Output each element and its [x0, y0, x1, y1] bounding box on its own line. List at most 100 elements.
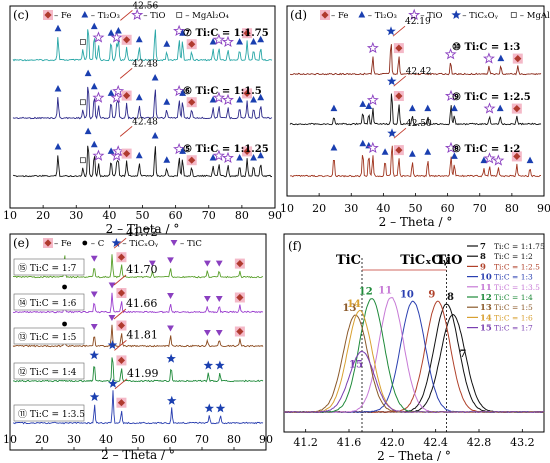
- legend-id: 7: [480, 242, 486, 252]
- legend-label: Ti:C = 1:3.5: [494, 283, 540, 292]
- peak-marker: [492, 154, 505, 166]
- legend-label: – Fe: [54, 11, 71, 21]
- peak-marker: [203, 260, 211, 267]
- peak-marker: [497, 54, 505, 62]
- panel-frame: [283, 233, 545, 433]
- peak-marker: [424, 104, 432, 112]
- peak-marker: [480, 156, 488, 164]
- legend-label: – TiO: [420, 11, 442, 21]
- legend-id: 11: [480, 283, 492, 293]
- peak-marker: [115, 27, 122, 34]
- panel-letter: (e): [13, 236, 29, 250]
- peak-marker: [451, 104, 458, 112]
- legend-label: – Ti₂O₃: [91, 11, 120, 21]
- peak-marker: [526, 156, 534, 164]
- peak-marker: [482, 52, 495, 64]
- peak-marker: [54, 143, 62, 150]
- panel-x-tick-label: 80: [505, 202, 519, 215]
- panel-x-tick-label: 40: [99, 433, 113, 446]
- legend-marker: [44, 239, 52, 247]
- annotation-arrow: [114, 340, 127, 351]
- sample-label-box: [13, 404, 85, 422]
- peak-marker: [250, 38, 257, 45]
- peak-marker: [110, 31, 123, 43]
- peak-marker: [257, 35, 265, 43]
- peak-marker: [408, 104, 416, 112]
- peak-marker: [483, 102, 496, 114]
- peak-marker: [117, 399, 126, 407]
- peak-marker: [381, 148, 389, 155]
- sample-label: ⑦ Ti:C = 1:1.75: [183, 28, 269, 39]
- x-axis-title: 2 – Theta / °: [377, 449, 451, 463]
- peak-marker: [107, 29, 115, 36]
- panel-x-tick-label: 70: [202, 209, 216, 222]
- legend-marker: [510, 12, 517, 18]
- peak-position-label: 41.70: [126, 263, 158, 276]
- peak-marker: [188, 156, 196, 164]
- panel-f-x-tick-label: 43.2: [510, 436, 535, 449]
- phase-label-tio: TiO: [437, 253, 463, 268]
- legend-marker: [170, 240, 178, 246]
- panel-f-x-tick-label: 41.6: [337, 436, 362, 449]
- peak-marker: [330, 104, 338, 112]
- peak-curve: [283, 350, 545, 413]
- panel-d: (d) – Fe – Ti₂O₃ – TiO – TiCₓOᵧ – MgAl₂O₄ 42.1…: [280, 5, 550, 229]
- peak-marker: [89, 350, 99, 360]
- peak-marker: [221, 35, 234, 48]
- sample-label: ⑩ Ti:C = 1:3: [452, 42, 520, 53]
- peak-marker: [395, 44, 403, 52]
- panel-f-x-tick-label: 42.0: [380, 436, 405, 449]
- peak-marker: [117, 321, 126, 330]
- panel-x-tick-label: 80: [235, 209, 249, 222]
- xrd-pattern: [12, 292, 264, 314]
- peak-marker: [135, 35, 143, 43]
- peak-id-label: 15: [349, 359, 363, 370]
- peak-marker: [221, 93, 234, 106]
- legend-marker: [44, 11, 52, 19]
- peak-marker: [236, 327, 244, 336]
- annotation-arrow: [393, 75, 407, 87]
- peak-marker: [90, 140, 98, 148]
- peak-id-label: 8: [447, 292, 454, 303]
- peak-marker: [167, 395, 177, 405]
- peak-marker: [117, 289, 126, 297]
- phase-label-tic: TiC: [336, 253, 361, 268]
- legend-label: Ti:C = 1:4: [494, 293, 533, 302]
- legend-label: Ti:C = 1:5: [494, 303, 533, 312]
- legend-marker: [81, 11, 89, 18]
- panel-x-tick-label: 30: [67, 433, 81, 446]
- panel-x-tick-label: 20: [36, 209, 50, 222]
- annotation-arrow: [113, 237, 127, 249]
- panel-x-tick-label: 40: [102, 209, 116, 222]
- annotation-arrow: [120, 10, 133, 21]
- legend-label: Ti:C = 1:6: [494, 313, 533, 322]
- legend-id: 10: [480, 273, 492, 283]
- peak-marker: [123, 150, 131, 158]
- peak-marker: [243, 29, 251, 37]
- peak-marker: [444, 89, 457, 102]
- peak-id-label: 9: [428, 289, 435, 300]
- peak-marker: [163, 156, 171, 163]
- peak-marker: [117, 356, 126, 364]
- panel-x-tick-label: 30: [69, 209, 83, 222]
- peak-marker: [395, 92, 403, 100]
- panel-x-tick-label: 20: [35, 433, 49, 446]
- peak-marker: [386, 26, 396, 36]
- peak-marker: [209, 38, 217, 45]
- peak-marker: [117, 253, 126, 261]
- panel-letter: (f): [288, 239, 302, 253]
- legend-id: 14: [480, 313, 492, 323]
- sample-label-box: [13, 327, 85, 345]
- legend-marker: [131, 8, 144, 21]
- xrd-pattern: [289, 93, 542, 126]
- legend-marker: [358, 11, 366, 18]
- peak-marker: [212, 149, 225, 161]
- peak-marker: [513, 105, 521, 113]
- peak-position-label: 42.19: [405, 17, 431, 27]
- sample-label: ⑥ Ti:C = 1:1.5: [183, 86, 262, 97]
- peak-marker: [112, 84, 125, 97]
- peak-marker: [250, 96, 257, 103]
- peak-marker: [90, 22, 98, 30]
- peak-id-label: 7: [460, 349, 467, 360]
- peak-marker: [366, 93, 379, 106]
